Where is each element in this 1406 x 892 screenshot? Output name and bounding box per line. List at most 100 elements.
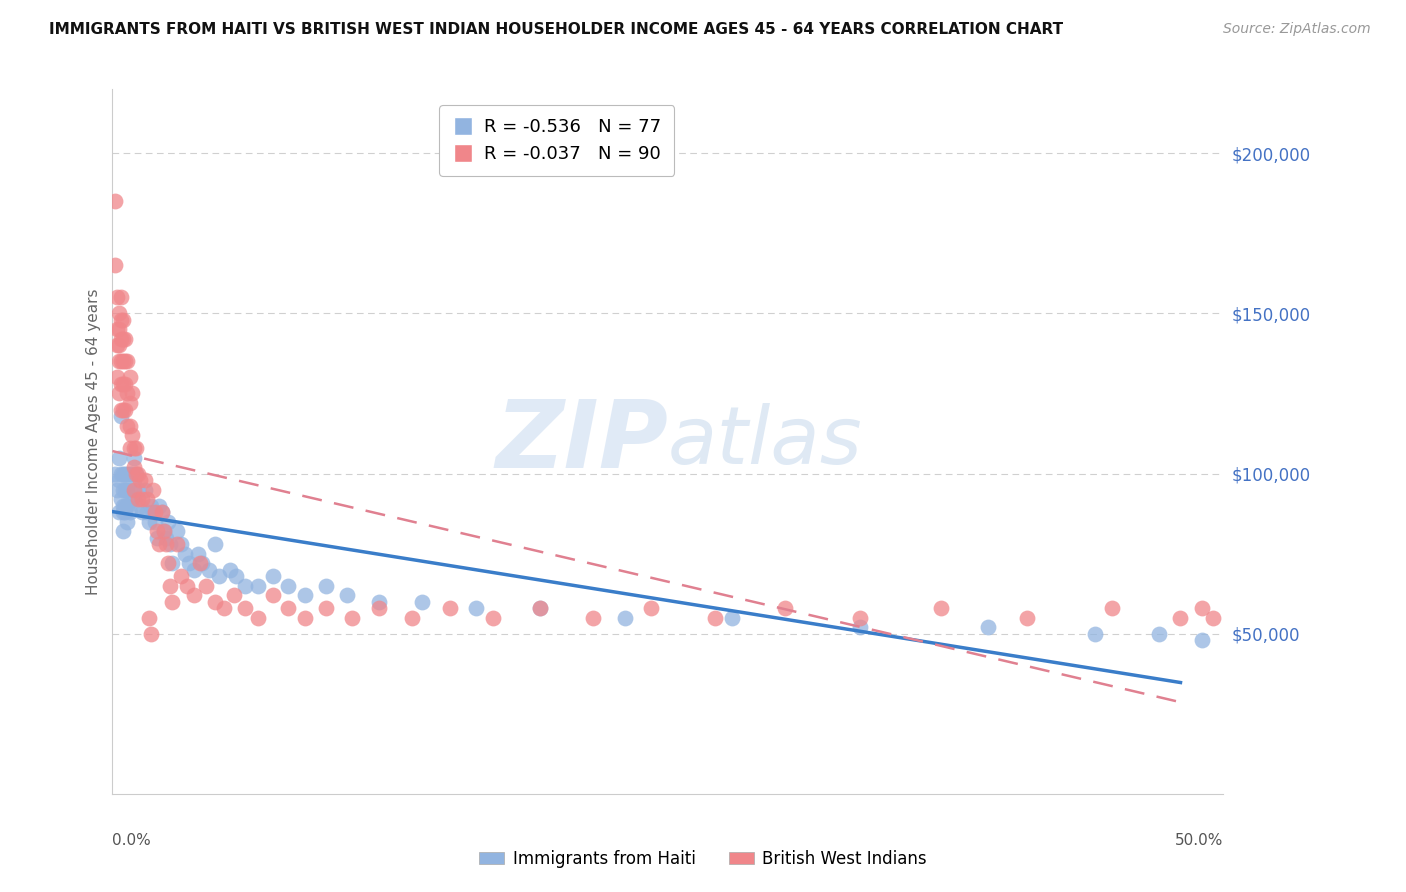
Point [118, 483, 141, 497]
Point [134, 483, 156, 497]
Point [208, 569, 231, 583]
Point [118, 370, 141, 384]
Point [114, 483, 136, 497]
Point [127, 483, 149, 497]
Text: IMMIGRANTS FROM HAITI VS BRITISH WEST INDIAN HOUSEHOLDER INCOME AGES 45 - 64 YEA: IMMIGRANTS FROM HAITI VS BRITISH WEST IN… [49, 22, 1063, 37]
Point [108, 338, 131, 352]
Point [122, 460, 145, 475]
Point [204, 537, 226, 551]
Point [122, 483, 145, 497]
Point [105, 338, 128, 352]
Point [174, 547, 197, 561]
Point [204, 595, 226, 609]
Point [129, 473, 152, 487]
Point [166, 537, 188, 551]
Point [112, 483, 135, 497]
Point [336, 588, 359, 602]
Point [118, 396, 141, 410]
Point [246, 579, 269, 593]
Point [159, 537, 181, 551]
Point [148, 537, 170, 551]
Point [127, 492, 149, 507]
Point [146, 524, 169, 539]
Point [195, 579, 218, 593]
Text: Source: ZipAtlas.com: Source: ZipAtlas.com [1223, 22, 1371, 37]
Point [582, 610, 605, 624]
Point [439, 601, 461, 615]
Point [529, 601, 551, 615]
Point [108, 354, 131, 368]
Point [1191, 601, 1213, 615]
Point [464, 601, 486, 615]
Point [148, 499, 170, 513]
Point [105, 290, 128, 304]
Point [929, 601, 952, 615]
Point [277, 579, 299, 593]
Point [110, 313, 132, 327]
Point [129, 499, 152, 513]
Point [125, 467, 148, 481]
Point [112, 354, 135, 368]
Point [262, 588, 284, 602]
Point [112, 332, 135, 346]
Point [1015, 610, 1038, 624]
Point [110, 492, 132, 507]
Point [121, 492, 143, 507]
Point [529, 601, 551, 615]
Point [122, 450, 145, 465]
Point [118, 441, 141, 455]
Point [1201, 610, 1223, 624]
Point [188, 556, 211, 570]
Point [125, 467, 148, 481]
Point [138, 610, 160, 624]
Point [315, 579, 337, 593]
Point [112, 505, 135, 519]
Point [640, 601, 662, 615]
Point [138, 515, 160, 529]
Point [246, 610, 269, 624]
Point [114, 332, 136, 346]
Point [183, 588, 205, 602]
Point [139, 626, 162, 640]
Point [108, 306, 131, 320]
Point [157, 515, 180, 529]
Point [117, 499, 139, 513]
Point [135, 505, 157, 519]
Point [315, 601, 337, 615]
Point [849, 620, 872, 634]
Point [117, 483, 139, 497]
Point [219, 563, 242, 577]
Point [108, 386, 131, 401]
Point [114, 402, 136, 417]
Point [225, 569, 247, 583]
Point [294, 588, 316, 602]
Point [224, 588, 246, 602]
Text: 50.0%: 50.0% [1175, 832, 1223, 847]
Point [1147, 626, 1170, 640]
Point [110, 402, 132, 417]
Point [212, 601, 235, 615]
Point [1191, 633, 1213, 648]
Point [105, 370, 128, 384]
Point [122, 492, 145, 507]
Point [157, 556, 180, 570]
Point [112, 402, 135, 417]
Point [108, 322, 131, 336]
Point [131, 492, 153, 507]
Point [118, 505, 141, 519]
Point [117, 515, 139, 529]
Point [112, 313, 135, 327]
Point [114, 354, 136, 368]
Point [117, 467, 139, 481]
Point [112, 524, 135, 539]
Point [110, 467, 132, 481]
Point [114, 505, 136, 519]
Point [118, 467, 141, 481]
Point [179, 556, 201, 570]
Point [110, 354, 132, 368]
Point [703, 610, 725, 624]
Point [294, 610, 316, 624]
Point [105, 483, 128, 497]
Point [121, 467, 143, 481]
Point [411, 595, 433, 609]
